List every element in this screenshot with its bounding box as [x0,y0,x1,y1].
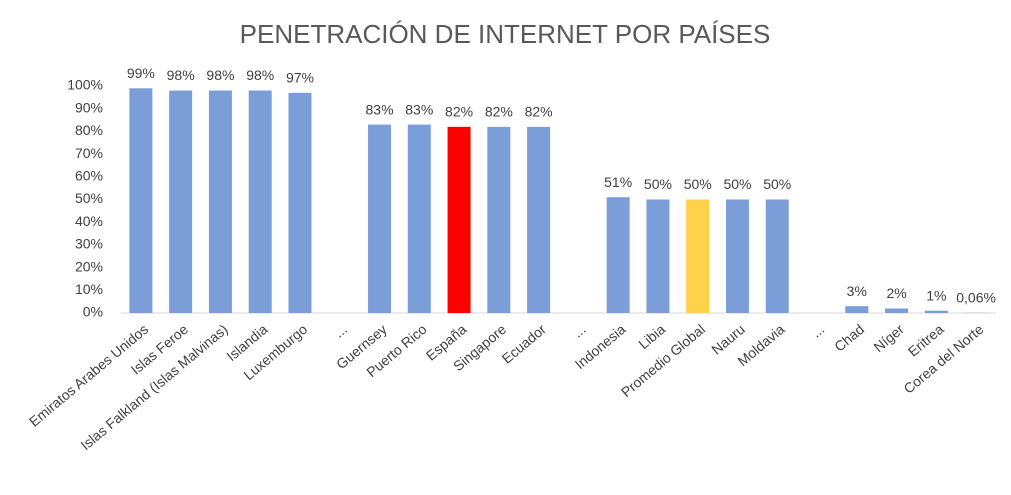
value-label: 50% [723,176,751,192]
x-tick-label: Libia [635,321,668,352]
x-tick-label: Islas Falkland (Islas Malvinas) [77,321,230,453]
value-label: 50% [763,176,791,192]
value-label: 0,06% [956,290,996,306]
y-tick-label: 10% [75,281,103,297]
bar [129,88,153,314]
bar [924,310,948,313]
x-tick-label: ... [569,321,588,341]
bar [725,199,749,313]
x-tick-label: ... [808,321,827,341]
bar [169,90,193,313]
bar [248,90,272,313]
y-tick-label: 0% [83,304,103,320]
value-label: 99% [127,65,155,81]
value-label: 83% [366,101,394,117]
value-label: 98% [246,67,274,83]
y-tick-label: 20% [75,258,103,274]
y-tick-label: 100% [67,77,103,93]
y-tick-label: 50% [75,190,103,206]
bar [845,306,869,313]
bar [527,126,551,313]
value-label: 98% [167,67,195,83]
x-tick-label: Níger [870,321,907,355]
y-tick-label: 70% [75,145,103,161]
bar [646,199,670,313]
value-label: 1% [926,287,946,303]
value-label: 97% [286,70,314,86]
x-tick-label: Chad [831,321,867,355]
value-label: 50% [644,176,672,192]
value-label: 50% [684,176,712,192]
y-tick-label: 80% [75,122,103,138]
value-label: 82% [525,104,553,120]
bar [606,197,630,313]
x-tick-label: ... [331,321,350,341]
value-label: 51% [604,174,632,190]
value-label: 98% [206,67,234,83]
chart-title: PENETRACIÓN DE INTERNET POR PAÍSES [240,19,771,49]
value-label: 3% [847,283,867,299]
bar [765,199,789,313]
value-label: 82% [445,104,473,120]
bar [885,308,909,313]
bar [288,92,312,313]
bar [686,199,710,313]
value-label: 2% [886,285,906,301]
bar [208,90,232,313]
y-tick-label: 30% [75,236,103,252]
value-label: 82% [485,104,513,120]
bar [368,124,392,313]
y-tick-label: 60% [75,168,103,184]
bar [407,124,431,313]
bar [487,126,511,313]
y-tick-label: 40% [75,213,103,229]
y-tick-label: 90% [75,99,103,115]
value-label: 83% [405,101,433,117]
x-tick-label: Ecuador [499,321,549,367]
bar [447,126,471,313]
